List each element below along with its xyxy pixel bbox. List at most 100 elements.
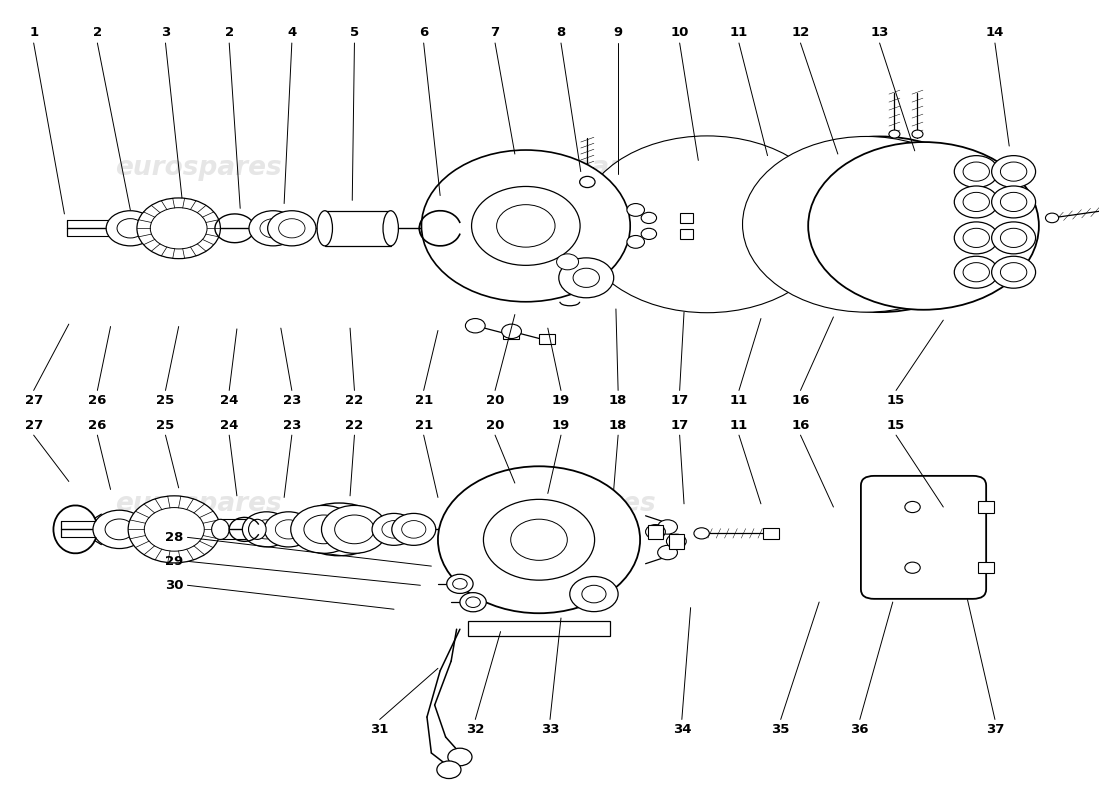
FancyBboxPatch shape — [324, 210, 390, 246]
FancyBboxPatch shape — [979, 562, 993, 574]
Circle shape — [964, 228, 989, 247]
Text: 2: 2 — [224, 26, 234, 39]
Text: 19: 19 — [552, 419, 570, 432]
Circle shape — [557, 254, 579, 270]
Text: 11: 11 — [729, 26, 748, 39]
FancyBboxPatch shape — [861, 476, 986, 599]
Text: 15: 15 — [887, 419, 905, 432]
Text: 25: 25 — [156, 419, 175, 432]
Text: 20: 20 — [486, 419, 504, 432]
Circle shape — [1045, 213, 1058, 222]
Circle shape — [573, 268, 600, 287]
Text: 7: 7 — [491, 26, 499, 39]
Circle shape — [447, 574, 473, 594]
Circle shape — [991, 256, 1035, 288]
Circle shape — [448, 748, 472, 766]
Ellipse shape — [383, 210, 398, 246]
Text: 20: 20 — [486, 394, 504, 406]
Circle shape — [991, 186, 1035, 218]
Circle shape — [1000, 228, 1026, 247]
Text: eurospares: eurospares — [488, 155, 656, 182]
Circle shape — [382, 521, 406, 538]
Text: 21: 21 — [415, 419, 432, 432]
Ellipse shape — [211, 519, 229, 539]
Text: 36: 36 — [850, 722, 869, 735]
Circle shape — [510, 519, 568, 560]
Circle shape — [483, 499, 595, 580]
Circle shape — [905, 562, 921, 574]
Circle shape — [641, 228, 657, 239]
Circle shape — [144, 507, 205, 551]
Circle shape — [594, 138, 832, 310]
Circle shape — [991, 222, 1035, 254]
Circle shape — [694, 528, 710, 539]
Text: 29: 29 — [165, 555, 184, 568]
Circle shape — [106, 519, 133, 540]
Text: 37: 37 — [986, 722, 1004, 735]
Text: 1: 1 — [29, 26, 38, 39]
Circle shape — [955, 186, 998, 218]
Circle shape — [582, 586, 606, 603]
Circle shape — [808, 142, 1038, 310]
Text: 22: 22 — [345, 394, 364, 406]
Circle shape — [496, 205, 556, 247]
Circle shape — [658, 546, 678, 560]
Ellipse shape — [295, 503, 383, 556]
Circle shape — [472, 186, 580, 266]
FancyBboxPatch shape — [546, 238, 595, 286]
Circle shape — [570, 577, 618, 612]
Circle shape — [264, 512, 312, 547]
Text: 4: 4 — [287, 26, 297, 39]
Circle shape — [905, 502, 921, 513]
Text: 8: 8 — [557, 26, 565, 39]
Circle shape — [128, 496, 220, 563]
Circle shape — [667, 534, 686, 549]
Circle shape — [580, 176, 595, 187]
Text: 27: 27 — [24, 394, 43, 406]
Circle shape — [278, 218, 305, 238]
Circle shape — [290, 506, 356, 554]
Circle shape — [964, 192, 989, 211]
Circle shape — [627, 203, 645, 216]
FancyBboxPatch shape — [680, 229, 693, 238]
Text: 27: 27 — [24, 419, 43, 432]
Text: 18: 18 — [609, 419, 627, 432]
Circle shape — [1000, 192, 1026, 211]
Text: eurospares: eurospares — [116, 491, 282, 517]
Circle shape — [889, 130, 900, 138]
Text: 14: 14 — [986, 26, 1004, 39]
Text: 5: 5 — [350, 26, 359, 39]
Text: 30: 30 — [165, 578, 184, 592]
Text: 31: 31 — [371, 722, 389, 735]
Text: 32: 32 — [466, 722, 484, 735]
Text: 24: 24 — [220, 419, 239, 432]
Text: 21: 21 — [415, 394, 432, 406]
Text: 33: 33 — [541, 722, 559, 735]
FancyBboxPatch shape — [669, 534, 684, 549]
Text: 6: 6 — [419, 26, 428, 39]
Circle shape — [502, 324, 521, 338]
FancyBboxPatch shape — [469, 622, 609, 635]
FancyBboxPatch shape — [979, 502, 993, 513]
Circle shape — [955, 222, 998, 254]
Circle shape — [267, 210, 316, 246]
Circle shape — [964, 162, 989, 181]
Text: 11: 11 — [729, 394, 748, 406]
Circle shape — [151, 208, 207, 249]
Text: 15: 15 — [887, 394, 905, 406]
Text: 26: 26 — [88, 419, 107, 432]
Text: 35: 35 — [771, 722, 790, 735]
Text: 12: 12 — [791, 26, 810, 39]
Text: 28: 28 — [165, 531, 184, 544]
Circle shape — [253, 520, 279, 539]
Text: 16: 16 — [791, 394, 810, 406]
Circle shape — [559, 258, 614, 298]
Circle shape — [392, 514, 436, 546]
Circle shape — [460, 593, 486, 612]
Text: 34: 34 — [672, 722, 691, 735]
Circle shape — [242, 512, 290, 547]
FancyBboxPatch shape — [648, 525, 663, 539]
Circle shape — [334, 515, 374, 544]
Circle shape — [658, 520, 678, 534]
Circle shape — [321, 506, 387, 554]
